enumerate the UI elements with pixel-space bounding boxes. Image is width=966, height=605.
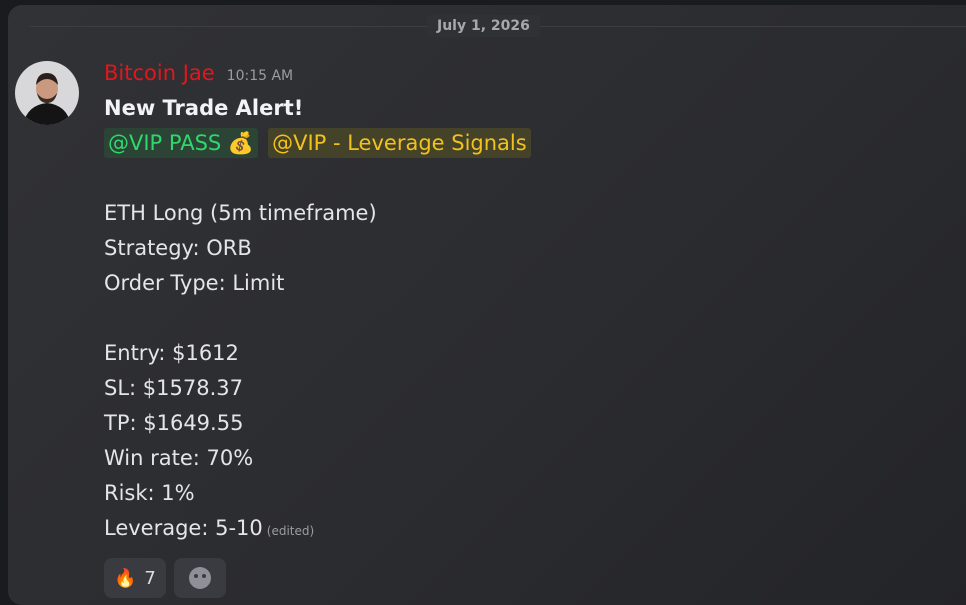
trade-line: Win rate: 70%: [104, 441, 531, 476]
trade-line: Leverage: 5-10 (edited): [104, 511, 531, 546]
reaction-emoji: 🔥: [114, 568, 136, 589]
trade-block: Entry: $1612 SL: $1578.37 TP: $1649.55 Win …: [104, 336, 531, 546]
author-name[interactable]: Bitcoin Jae: [104, 61, 215, 85]
setup-line: ETH Long (5m timeframe): [104, 196, 531, 231]
trade-text: Risk: 1%: [104, 481, 195, 505]
timestamp: 10:15 AM: [227, 68, 293, 84]
add-reaction-icon: [187, 565, 213, 591]
setup-line: Order Type: Limit: [104, 266, 531, 301]
page: July 1, 2026 Bitcoin Jae 10:15 AM New Tr…: [0, 0, 966, 576]
reactions: 🔥7: [104, 558, 531, 598]
trade-text: TP: $1649.55: [104, 411, 243, 435]
trade-text: SL: $1578.37: [104, 376, 243, 400]
message-content: Bitcoin Jae 10:15 AM New Trade Alert! @V…: [104, 61, 531, 598]
edited-label: (edited): [267, 524, 314, 538]
message-header: Bitcoin Jae 10:15 AM: [104, 61, 531, 91]
date-divider: July 1, 2026: [427, 15, 540, 37]
mentions: @VIP PASS 💰 @VIP - Leverage Signals: [104, 126, 531, 161]
trade-line: Risk: 1%: [104, 476, 531, 511]
message-heading: New Trade Alert!: [104, 91, 531, 126]
trade-text: Win rate: 70%: [104, 446, 253, 470]
add-reaction[interactable]: [174, 558, 226, 598]
trade-line: TP: $1649.55: [104, 406, 531, 441]
avatar[interactable]: [15, 61, 79, 125]
reaction-count: 7: [144, 568, 155, 589]
reaction[interactable]: 🔥7: [104, 558, 166, 598]
trade-text: Entry: $1612: [104, 341, 239, 365]
role-mention[interactable]: @VIP - Leverage Signals: [268, 128, 531, 158]
role-mention[interactable]: @VIP PASS 💰: [104, 128, 258, 158]
setup-line: Strategy: ORB: [104, 231, 531, 266]
trade-text: Leverage: 5-10: [104, 516, 263, 540]
trade-line: Entry: $1612: [104, 336, 531, 371]
trade-line: SL: $1578.37: [104, 371, 531, 406]
